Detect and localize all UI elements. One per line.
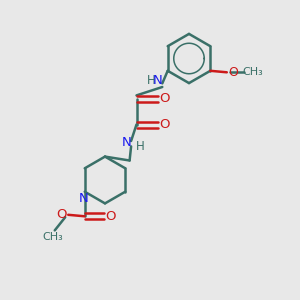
Text: O: O — [228, 66, 238, 79]
Text: H: H — [146, 74, 155, 88]
Text: O: O — [106, 210, 116, 223]
Text: N: N — [153, 74, 163, 88]
Text: N: N — [122, 136, 131, 149]
Text: O: O — [56, 208, 67, 221]
Text: N: N — [78, 192, 88, 205]
Text: CH₃: CH₃ — [43, 232, 64, 242]
Text: CH₃: CH₃ — [243, 67, 264, 77]
Text: O: O — [160, 118, 170, 131]
Text: H: H — [136, 140, 145, 154]
Text: O: O — [160, 92, 170, 106]
